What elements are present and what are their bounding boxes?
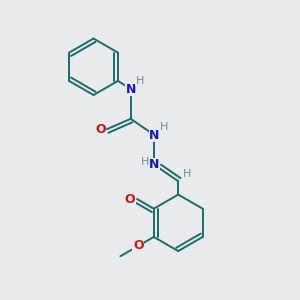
Text: O: O: [124, 193, 135, 206]
Text: N: N: [149, 158, 160, 171]
Text: N: N: [149, 129, 160, 142]
Text: N: N: [125, 82, 136, 96]
Text: H: H: [141, 157, 149, 167]
Text: O: O: [95, 123, 106, 136]
Text: O: O: [133, 239, 144, 252]
Text: H: H: [136, 76, 144, 86]
Text: H: H: [183, 169, 191, 179]
Text: H: H: [160, 122, 168, 132]
